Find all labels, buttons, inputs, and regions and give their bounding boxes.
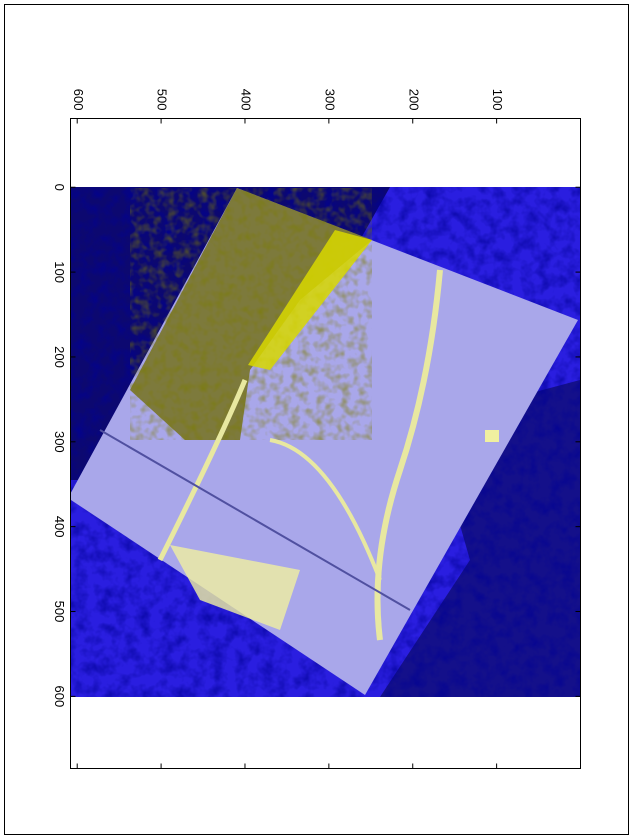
y-tick-label: 100 [490, 89, 505, 111]
x-tick-label: 500 [52, 601, 67, 623]
x-tick-label: 0 [52, 184, 67, 191]
x-tick-label: 100 [52, 261, 67, 283]
y-tick-label: 500 [155, 89, 170, 111]
x-tick-label: 200 [52, 346, 67, 368]
x-tick-label: 300 [52, 431, 67, 453]
y-tick-label: 300 [322, 89, 337, 111]
figure: 0 100 200 300 400 500 600 100 200 300 400 500 600 [0, 0, 634, 839]
y-tick-label: 400 [239, 89, 254, 111]
x-tick-label: 400 [52, 516, 67, 538]
y-tick-label: 200 [406, 89, 421, 111]
x-tick-label: 600 [52, 686, 67, 708]
image [68, 187, 580, 697]
y-tick-label: 600 [71, 89, 86, 111]
